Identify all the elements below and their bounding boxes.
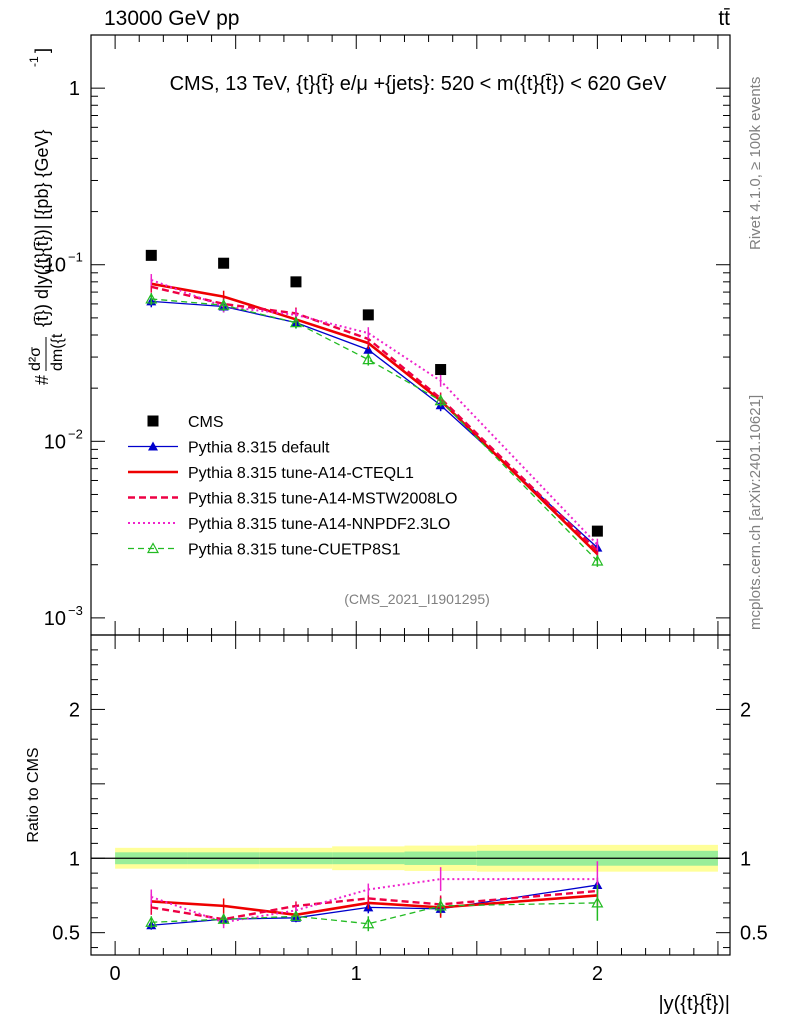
chart-title: CMS, 13 TeV, {t}{t̄} e/μ +{jets}: 520 < … xyxy=(170,73,668,95)
ratio-frame xyxy=(90,634,731,956)
cms-point xyxy=(145,249,157,261)
cuetp8s1-point xyxy=(362,353,375,365)
ratio-cuetp8s1-point xyxy=(145,916,158,927)
y-tick-exponent: −3 xyxy=(68,603,83,618)
rivet-label: Rivet 4.1.0, ≥ 100k events xyxy=(747,77,764,250)
cuetp8s1-point xyxy=(217,298,230,310)
y-tick-label: 10 xyxy=(44,431,66,453)
ratio-y-tick-label-right: 2 xyxy=(740,699,751,721)
beam-label: 13000 GeV pp xyxy=(104,7,239,30)
legend-cteql1-label: Pythia 8.315 tune-A14-CTEQL1 xyxy=(188,465,414,482)
ratio-cuetp8s1-point xyxy=(434,899,447,911)
x-tick-label: 0 xyxy=(110,963,121,985)
cuetp8s1-point xyxy=(434,394,447,406)
legend-cuetp8s1-marker xyxy=(146,542,160,554)
ratio-ticks: 0.5 0.5 1 1 2 2 0 1 2 xyxy=(52,635,768,985)
ratio-y-tick-label-right: 0.5 xyxy=(740,923,768,945)
ratio-series xyxy=(145,861,604,932)
legend-cms-marker xyxy=(147,415,159,427)
y-tick-exponent: −2 xyxy=(68,426,83,441)
legend: CMS Pythia 8.315 default Pythia 8.315 tune… xyxy=(128,414,457,559)
cuetp8s1-point xyxy=(145,292,158,304)
ratio-panel: 0.5 0.5 1 1 2 2 0 1 2 Ratio to CMS |y({t}{t̄})| xyxy=(25,634,768,1015)
legend-cms-label: CMS xyxy=(188,414,224,431)
cuetp8s1-point xyxy=(591,554,604,566)
legend-mstw-label: Pythia 8.315 tune-A14-MSTW2008LO xyxy=(188,491,457,508)
ratio-mstw-line xyxy=(151,889,598,921)
cms-point xyxy=(591,525,603,537)
ylabel-numerator: d²σ xyxy=(27,347,44,371)
ylabel-denominator: dm({t xyxy=(49,333,66,371)
ratio-cuetp8s1-line xyxy=(151,902,598,925)
analysis-watermark: (CMS_2021_I1901295) xyxy=(344,591,490,607)
main-ylabel: # d²σ dm({t {t̄}) d|y({t}{t̄})| [{pb} {G… xyxy=(27,48,66,385)
xaxis-label: |y({t}{t̄})| xyxy=(658,993,730,1015)
ratio-cteql1-line xyxy=(151,894,598,917)
ylabel-exponent: -1 xyxy=(27,56,41,67)
legend-default-marker xyxy=(148,441,158,451)
x-tick-label: 2 xyxy=(592,963,603,985)
main-panel: 110−110−210−3 (CMS_2021_I1901295) CMS, 1… xyxy=(27,34,731,636)
ylabel-hash: # xyxy=(32,375,52,385)
y-tick-label: 10 xyxy=(44,608,66,630)
default-line xyxy=(151,300,598,549)
legend-default-label: Pythia 8.315 default xyxy=(188,440,330,457)
ratio-bands xyxy=(91,844,730,872)
mcplots-label: mcplots.cern.ch [arXiv:2401.10621] xyxy=(747,395,764,630)
ratio-cuetp8s1-point xyxy=(217,913,230,924)
cms-point xyxy=(290,276,302,288)
y-tick-label: 1 xyxy=(69,78,80,100)
default-point xyxy=(363,344,374,354)
ylabel-rest: {t̄}) d|y({t}{t̄})| [{pb} {GeV} xyxy=(32,129,52,327)
ratio-cuetp8s1-point xyxy=(591,896,604,908)
cuetp8s1-line xyxy=(151,298,598,562)
main-frame xyxy=(90,34,731,636)
legend-nnpdf-label: Pythia 8.315 tune-A14-NNPDF2.3LO xyxy=(188,516,450,533)
ylabel-close: ] xyxy=(32,48,52,53)
legend-cuetp8s1-label: Pythia 8.315 tune-CUETP8S1 xyxy=(188,542,401,559)
cms-point xyxy=(362,309,374,321)
main-ticks: 110−110−210−3 xyxy=(44,34,730,635)
ratio-y-tick-label-left: 0.5 xyxy=(52,923,80,945)
y-tick-label: 10 xyxy=(44,255,66,277)
mstw-line xyxy=(151,285,599,552)
ratio-y-tick-label-left: 2 xyxy=(69,699,80,721)
main-series xyxy=(145,249,604,567)
x-tick-label: 1 xyxy=(351,963,362,985)
cms-point xyxy=(218,257,230,269)
process-label: tt̄ xyxy=(718,7,730,30)
ratio-ylabel: Ratio to CMS xyxy=(25,747,42,842)
y-tick-exponent: −1 xyxy=(68,250,83,265)
ratio-y-tick-label-left: 1 xyxy=(69,848,80,870)
ratio-cuetp8s1-point xyxy=(289,910,302,921)
cms-point xyxy=(435,364,447,376)
cteql1-line xyxy=(151,282,599,555)
ratio-cuetp8s1-point xyxy=(362,917,375,929)
ratio-y-tick-label-right: 1 xyxy=(740,848,751,870)
cuetp8s1-point xyxy=(289,316,302,328)
